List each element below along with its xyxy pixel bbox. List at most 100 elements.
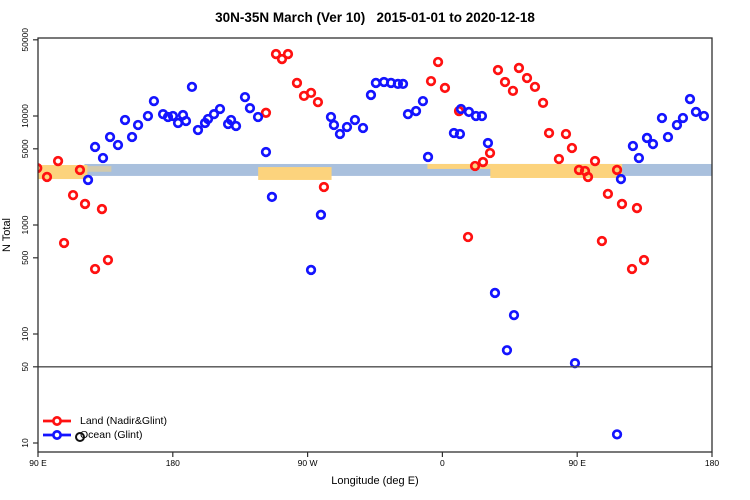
ocean-data-point: [633, 152, 645, 164]
land-data-point: [432, 56, 444, 68]
ocean-data-point: [615, 173, 627, 185]
land-density-band-right: [490, 163, 623, 178]
y-tick-label: 1000: [20, 215, 30, 234]
ocean-data-point: [569, 358, 581, 369]
land-data-point: [89, 263, 101, 275]
ocean-data-point: [328, 119, 340, 131]
land-data-point: [270, 48, 282, 60]
land-data-point: [79, 198, 91, 210]
land-data-point: [596, 235, 608, 247]
land-data-point: [276, 53, 288, 65]
land-data-point: [484, 147, 496, 159]
land-data-point: [318, 181, 330, 193]
land-data-point: [589, 155, 601, 167]
land-data-point: [492, 64, 504, 76]
ocean-data-point: [89, 141, 101, 153]
land-data-point: [626, 263, 638, 275]
ocean-data-point: [142, 110, 154, 122]
land-data-point: [58, 237, 70, 249]
ocean-data-point: [357, 122, 369, 134]
ocean-data-point: [690, 106, 702, 118]
land-data-point: [439, 82, 451, 94]
ocean-data-point: [463, 106, 475, 118]
y-tick-label: 500: [20, 250, 30, 264]
ocean-data-point: [641, 132, 653, 144]
land-data-point: [529, 81, 541, 93]
land-data-point: [74, 164, 86, 176]
ocean-data-point: [305, 264, 317, 276]
land-data-point: [469, 160, 481, 172]
legend-circle-icon: [52, 430, 62, 440]
land-data-point: [425, 75, 437, 87]
land-data-point: [462, 231, 474, 243]
plot-content: [38, 48, 712, 440]
ocean-data-point: [402, 108, 414, 120]
ocean-data-point: [365, 89, 377, 101]
ocean-data-point: [698, 110, 710, 122]
land-legend-marker-icon: [43, 416, 71, 426]
land-data-point: [499, 76, 511, 88]
ocean-data-point: [684, 93, 696, 105]
y-tick-label: 10: [20, 438, 30, 448]
ocean-data-point: [82, 174, 94, 186]
ocean-data-point: [119, 114, 131, 126]
ocean-data-point: [334, 128, 346, 140]
ocean-data-point: [647, 138, 659, 150]
ocean-data-point: [341, 121, 353, 133]
land-data-point: [52, 155, 64, 167]
ocean-data-point: [180, 115, 192, 127]
land-data-point: [573, 164, 585, 176]
ocean-data-point: [662, 131, 674, 143]
ocean-data-point: [410, 105, 422, 117]
ocean-data-point: [167, 110, 179, 122]
ocean-density-band: [84, 163, 712, 176]
land-data-point: [96, 203, 108, 215]
ocean-data-point: [482, 137, 494, 149]
land-data-point: [560, 128, 572, 140]
legend-label-land: Land (Nadir&Glint): [80, 415, 167, 427]
ocean-data-point: [252, 111, 264, 123]
land-data-point: [553, 153, 565, 165]
ocean-data-point: [656, 112, 668, 124]
land-data-point: [38, 162, 43, 174]
ocean-data-point: [239, 91, 251, 103]
land-data-point: [521, 72, 533, 84]
x-tick-label: 180: [166, 458, 180, 468]
ocean-data-point: [508, 309, 520, 321]
plot-border: [37, 37, 713, 453]
ocean-data-point: [611, 429, 623, 440]
legend-item-ocean: Ocean (Glint): [42, 428, 167, 442]
land-data-point: [537, 97, 549, 109]
ocean-data-point: [397, 78, 409, 90]
ocean-data-point: [104, 131, 116, 143]
ocean-data-point: [192, 124, 204, 136]
y-tick-label: 50000: [20, 28, 30, 52]
ocean-data-point: [627, 140, 639, 152]
ocean-legend-marker-icon: [43, 430, 71, 440]
legend-circle-icon: [52, 416, 62, 426]
ocean-data-point: [370, 77, 382, 89]
x-tick-label: 90 E: [568, 458, 586, 468]
land-density-band-speckle: [87, 166, 112, 172]
y-tick-label: 50: [20, 362, 30, 372]
chart-title: 30N-35N March (Ver 10) 2015-01-01 to 202…: [215, 10, 535, 25]
ocean-data-point: [162, 111, 174, 123]
legend-label-ocean: Ocean (Glint): [80, 429, 143, 441]
legend-artifact-ring: [75, 431, 85, 442]
ocean-data-point: [244, 103, 256, 114]
ocean-data-point: [677, 112, 689, 124]
ocean-data-point: [422, 151, 434, 163]
land-density-band-thin: [427, 163, 500, 169]
land-data-point: [507, 85, 519, 97]
x-tick-label: 180: [705, 458, 719, 468]
ocean-data-point: [97, 152, 109, 164]
x-tick-label: 90 W: [298, 458, 318, 468]
land-data-point: [602, 188, 614, 200]
land-data-point: [102, 254, 114, 266]
ocean-data-point: [126, 131, 138, 143]
ocean-data-point: [315, 209, 327, 220]
ocean-data-point: [230, 120, 242, 132]
ocean-data-point: [476, 110, 488, 122]
ocean-data-point: [266, 191, 278, 203]
land-data-point: [582, 171, 594, 183]
